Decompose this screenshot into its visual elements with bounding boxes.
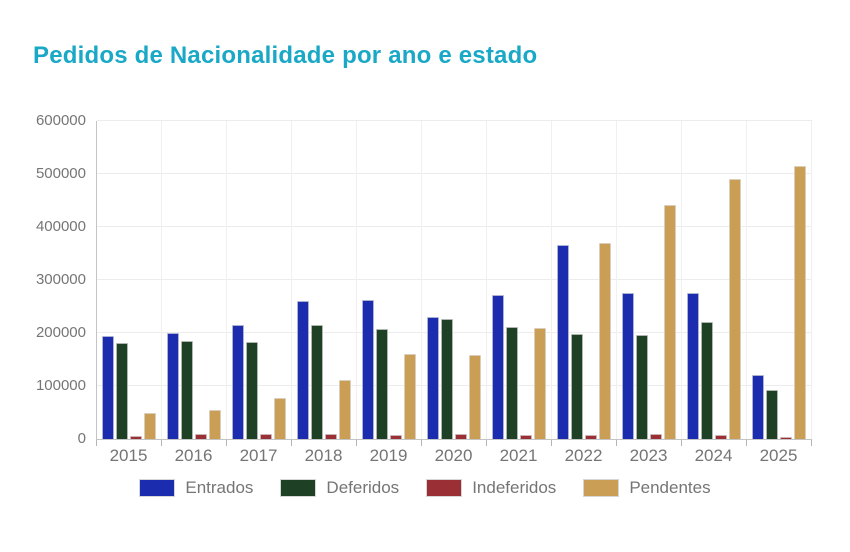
legend-label: Entrados bbox=[185, 478, 254, 497]
bar-indeferidos-2025[interactable] bbox=[780, 436, 792, 439]
legend-swatch-indeferidos bbox=[426, 479, 463, 497]
bar-group-2019 bbox=[357, 121, 422, 446]
legend-label: Pendentes bbox=[629, 478, 711, 497]
bar-indeferidos-2022[interactable] bbox=[585, 434, 597, 439]
bar-entrados-2022[interactable] bbox=[557, 244, 569, 439]
x-axis: 2015 2016 2017 2018 2019 2020 2021 2022 2023 2024… bbox=[96, 446, 811, 466]
bar-deferidos-2016[interactable] bbox=[181, 340, 193, 439]
y-tick-label: 500000 bbox=[35, 165, 86, 182]
bar-indeferidos-2019[interactable] bbox=[390, 435, 402, 439]
bar-indeferidos-2024[interactable] bbox=[715, 434, 727, 439]
x-tick-label-2023: 2023 bbox=[629, 446, 668, 465]
bar-deferidos-2021[interactable] bbox=[506, 326, 518, 439]
legend-item-indeferidos[interactable]: Indeferidos bbox=[426, 478, 556, 498]
legend: Entrados Deferidos Indeferidos Pendentes bbox=[0, 478, 850, 498]
bar-indeferidos-2020[interactable] bbox=[455, 434, 467, 439]
bar-pendentes-2022[interactable] bbox=[599, 242, 611, 439]
x-tick-label-2017: 2017 bbox=[239, 446, 278, 465]
gridline bbox=[97, 279, 812, 280]
legend-label: Indeferidos bbox=[472, 478, 557, 497]
legend-swatch-pendentes bbox=[583, 479, 620, 497]
bar-indeferidos-2018[interactable] bbox=[325, 434, 337, 439]
y-tick-label: 100000 bbox=[35, 377, 86, 394]
y-tick-label: 400000 bbox=[35, 218, 86, 235]
y-tick-label: 300000 bbox=[35, 271, 86, 288]
bar-indeferidos-2017[interactable] bbox=[260, 434, 272, 439]
bar-deferidos-2015[interactable] bbox=[116, 343, 128, 439]
bar-group-2022 bbox=[552, 121, 617, 446]
bar-entrados-2018[interactable] bbox=[297, 301, 309, 439]
bar-indeferidos-2023[interactable] bbox=[650, 434, 662, 439]
bar-group-2017 bbox=[227, 121, 292, 446]
bar-indeferidos-2021[interactable] bbox=[520, 434, 532, 439]
bar-pendentes-2024[interactable] bbox=[729, 179, 741, 439]
x-tick-label-2016: 2016 bbox=[174, 446, 213, 465]
gridline bbox=[97, 173, 812, 174]
bar-entrados-2017[interactable] bbox=[232, 325, 244, 439]
bar-entrados-2019[interactable] bbox=[362, 299, 374, 439]
bar-deferidos-2019[interactable] bbox=[376, 329, 388, 439]
bar-entrados-2020[interactable] bbox=[427, 317, 439, 439]
x-tick-label-2018: 2018 bbox=[304, 446, 343, 465]
bar-deferidos-2017[interactable] bbox=[246, 342, 258, 439]
bar-entrados-2024[interactable] bbox=[687, 292, 699, 439]
gridline bbox=[97, 120, 812, 121]
bar-group-2023 bbox=[617, 121, 682, 446]
y-tick-label: 0 bbox=[77, 430, 86, 447]
bar-pendentes-2017[interactable] bbox=[274, 398, 286, 439]
bar-group-2015 bbox=[97, 121, 162, 446]
bar-pendentes-2018[interactable] bbox=[339, 379, 351, 439]
bar-deferidos-2020[interactable] bbox=[441, 319, 453, 439]
bar-pendentes-2025[interactable] bbox=[794, 166, 806, 439]
bar-entrados-2016[interactable] bbox=[167, 333, 179, 439]
bar-deferidos-2024[interactable] bbox=[701, 322, 713, 439]
bar-deferidos-2025[interactable] bbox=[766, 389, 778, 439]
bar-entrados-2021[interactable] bbox=[492, 294, 504, 439]
gridline bbox=[97, 226, 812, 227]
bar-entrados-2015[interactable] bbox=[102, 335, 114, 439]
bar-pendentes-2015[interactable] bbox=[144, 413, 156, 439]
x-tick-label-2025: 2025 bbox=[759, 446, 798, 465]
legend-item-entrados[interactable]: Entrados bbox=[139, 478, 253, 498]
legend-label: Deferidos bbox=[326, 478, 400, 497]
legend-swatch-deferidos bbox=[280, 479, 317, 497]
legend-item-pendentes[interactable]: Pendentes bbox=[583, 478, 711, 498]
bar-deferidos-2022[interactable] bbox=[571, 333, 583, 439]
bar-entrados-2025[interactable] bbox=[752, 374, 764, 439]
bar-group-2020 bbox=[422, 121, 487, 446]
bar-indeferidos-2015[interactable] bbox=[130, 436, 142, 439]
bar-group-2021 bbox=[487, 121, 552, 446]
chart-title: Pedidos de Nacionalidade por ano e estad… bbox=[33, 42, 538, 69]
y-tick-label: 200000 bbox=[35, 324, 86, 341]
bar-deferidos-2023[interactable] bbox=[636, 335, 648, 439]
bar-pendentes-2016[interactable] bbox=[209, 409, 221, 439]
x-tick-label-2022: 2022 bbox=[564, 446, 603, 465]
x-tick-label-2020: 2020 bbox=[434, 446, 473, 465]
y-tick-label: 600000 bbox=[35, 112, 86, 129]
bar-indeferidos-2016[interactable] bbox=[195, 434, 207, 439]
legend-swatch-entrados bbox=[139, 479, 176, 497]
bar-pendentes-2020[interactable] bbox=[469, 355, 481, 439]
x-tick-label-2015: 2015 bbox=[109, 446, 148, 465]
plot-area bbox=[96, 120, 812, 446]
bar-pendentes-2019[interactable] bbox=[404, 353, 416, 439]
bar-pendentes-2023[interactable] bbox=[664, 205, 676, 439]
bar-entrados-2023[interactable] bbox=[622, 293, 634, 439]
legend-item-deferidos[interactable]: Deferidos bbox=[280, 478, 399, 498]
gridline bbox=[97, 332, 812, 333]
x-tick-label-2021: 2021 bbox=[499, 446, 538, 465]
bar-deferidos-2018[interactable] bbox=[311, 324, 323, 439]
x-tick-label-2024: 2024 bbox=[694, 446, 733, 465]
bar-group-2024 bbox=[682, 121, 747, 446]
bar-group-2025 bbox=[747, 121, 812, 446]
gridline bbox=[97, 385, 812, 386]
bar-group-2016 bbox=[162, 121, 227, 446]
bar-group-2018 bbox=[292, 121, 357, 446]
x-tick-label-2019: 2019 bbox=[369, 446, 408, 465]
bar-pendentes-2021[interactable] bbox=[534, 328, 546, 439]
